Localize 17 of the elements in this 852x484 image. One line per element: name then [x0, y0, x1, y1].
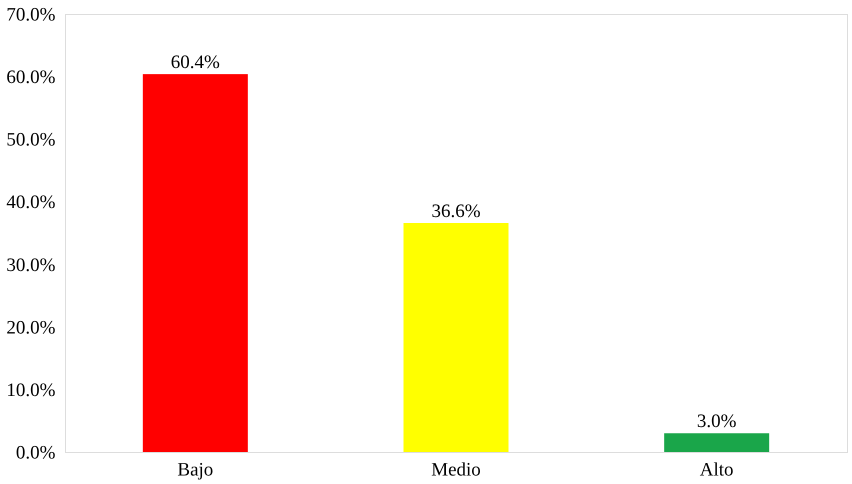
y-tick-label: 0.0% [16, 442, 56, 464]
y-tick-label: 10.0% [6, 380, 56, 401]
data-label: 60.4% [170, 52, 220, 74]
x-tick-label: Medio [431, 460, 481, 480]
y-tick-label: 70.0% [6, 4, 56, 26]
y-tick-label: 50.0% [6, 130, 56, 151]
x-tick-label: Alto [700, 460, 734, 480]
y-tick-label: 20.0% [6, 317, 56, 338]
y-tick-label: 40.0% [6, 192, 56, 214]
data-label: 3.0% [696, 411, 737, 432]
bar [664, 433, 770, 452]
bar [404, 222, 508, 452]
y-tick-label: 60.0% [6, 67, 56, 88]
data-label: 36.6% [431, 200, 481, 222]
bar [142, 74, 248, 452]
x-tick-label: Bajo [177, 460, 214, 480]
y-tick-label: 30.0% [6, 254, 56, 276]
